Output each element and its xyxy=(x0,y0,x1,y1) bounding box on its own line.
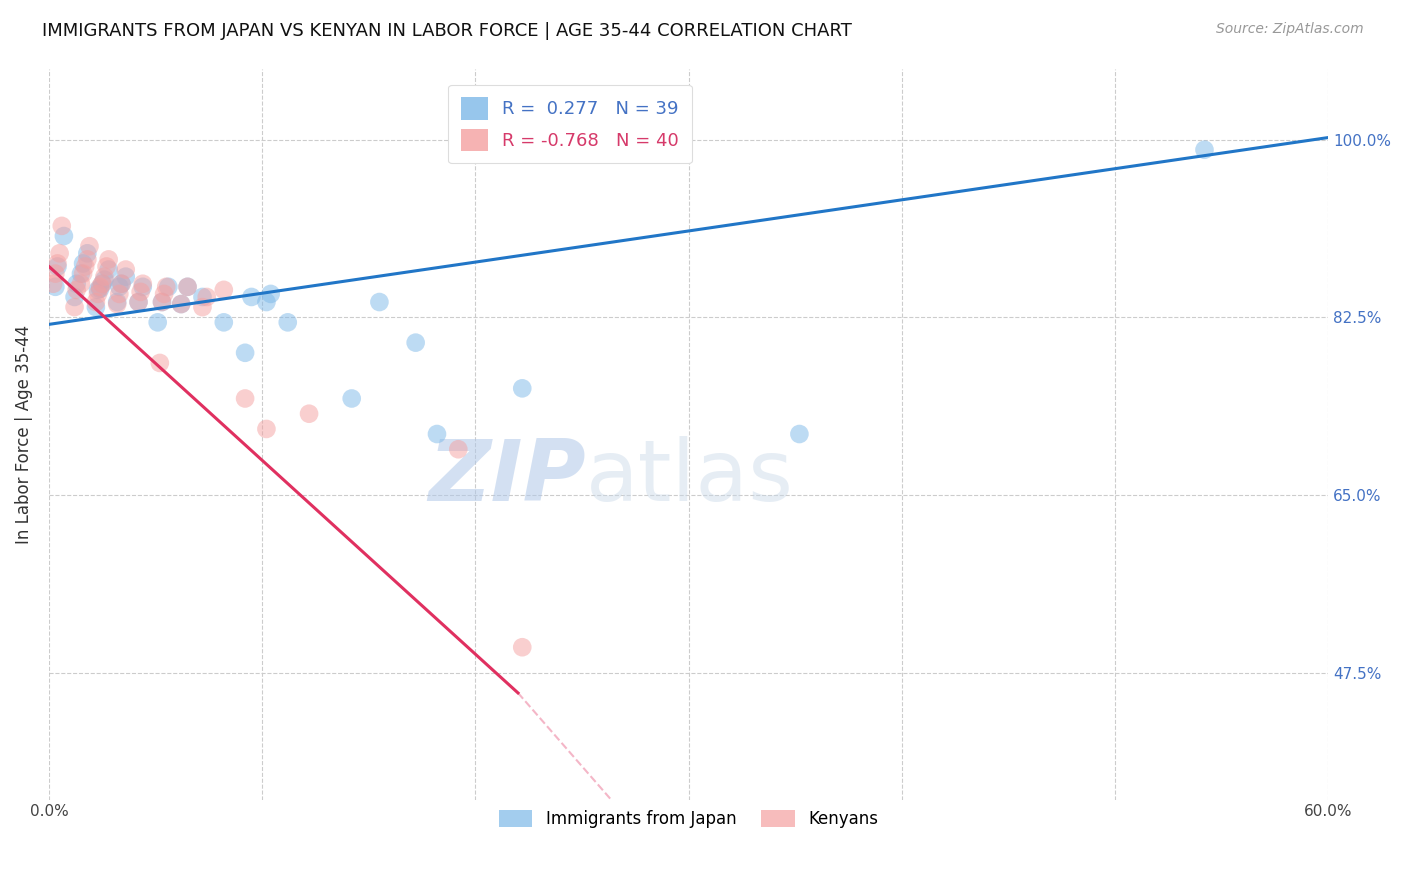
Point xyxy=(89,280,111,294)
Point xyxy=(298,407,321,421)
Point xyxy=(44,267,66,281)
Point xyxy=(108,280,131,294)
Point xyxy=(48,246,70,260)
Point xyxy=(128,295,150,310)
Point xyxy=(84,300,107,314)
Point xyxy=(240,290,263,304)
Point xyxy=(87,286,110,301)
Point xyxy=(212,283,235,297)
Point xyxy=(277,315,299,329)
Point xyxy=(97,252,120,267)
Point xyxy=(114,262,136,277)
Point xyxy=(97,262,120,277)
Point xyxy=(510,381,533,395)
Point xyxy=(52,229,75,244)
Point xyxy=(153,286,176,301)
Point xyxy=(75,260,97,274)
Point xyxy=(44,280,66,294)
Point xyxy=(93,273,115,287)
Text: atlas: atlas xyxy=(586,436,794,519)
Point xyxy=(170,297,193,311)
Point xyxy=(510,640,533,655)
Point xyxy=(260,286,283,301)
Point xyxy=(72,256,94,270)
Point xyxy=(46,260,69,274)
Point xyxy=(254,295,277,310)
Point xyxy=(155,280,177,294)
Point xyxy=(96,260,118,274)
Point xyxy=(70,277,93,291)
Point xyxy=(114,269,136,284)
Point xyxy=(128,295,150,310)
Point xyxy=(233,346,256,360)
Point xyxy=(789,427,811,442)
Point xyxy=(146,315,169,329)
Point xyxy=(254,422,277,436)
Text: Source: ZipAtlas.com: Source: ZipAtlas.com xyxy=(1216,22,1364,37)
Point xyxy=(132,277,155,291)
Point xyxy=(157,280,180,294)
Point xyxy=(191,300,214,314)
Point xyxy=(76,246,98,260)
Point xyxy=(1194,143,1216,157)
Point xyxy=(176,280,198,294)
Point xyxy=(191,290,214,304)
Point xyxy=(70,267,93,281)
Text: IMMIGRANTS FROM JAPAN VS KENYAN IN LABOR FORCE | AGE 35-44 CORRELATION CHART: IMMIGRANTS FROM JAPAN VS KENYAN IN LABOR… xyxy=(42,22,852,40)
Point xyxy=(91,277,114,291)
Point xyxy=(91,277,114,291)
Point xyxy=(93,269,115,284)
Point xyxy=(51,219,73,233)
Point xyxy=(89,282,111,296)
Point xyxy=(84,295,107,310)
Point xyxy=(176,280,198,294)
Point xyxy=(195,290,218,304)
Legend: Immigrants from Japan, Kenyans: Immigrants from Japan, Kenyans xyxy=(492,804,884,835)
Point xyxy=(426,427,449,442)
Point xyxy=(79,239,101,253)
Point xyxy=(110,277,132,291)
Point xyxy=(405,335,427,350)
Point xyxy=(233,392,256,406)
Y-axis label: In Labor Force | Age 35-44: In Labor Force | Age 35-44 xyxy=(15,325,32,543)
Point xyxy=(340,392,363,406)
Point xyxy=(150,295,173,310)
Point xyxy=(132,280,155,294)
Point xyxy=(149,356,172,370)
Point xyxy=(108,286,131,301)
Point xyxy=(212,315,235,329)
Point xyxy=(150,295,173,310)
Point xyxy=(76,252,98,267)
Point xyxy=(447,442,470,457)
Text: ZIP: ZIP xyxy=(429,436,586,519)
Point xyxy=(42,277,65,291)
Point xyxy=(110,277,132,291)
Point xyxy=(129,285,152,299)
Point xyxy=(105,297,128,311)
Point xyxy=(368,295,391,310)
Point xyxy=(72,267,94,281)
Point xyxy=(87,283,110,297)
Point xyxy=(66,283,89,297)
Point xyxy=(63,300,86,314)
Point xyxy=(170,297,193,311)
Point xyxy=(66,277,89,291)
Point xyxy=(63,290,86,304)
Point xyxy=(105,295,128,310)
Point xyxy=(46,256,69,270)
